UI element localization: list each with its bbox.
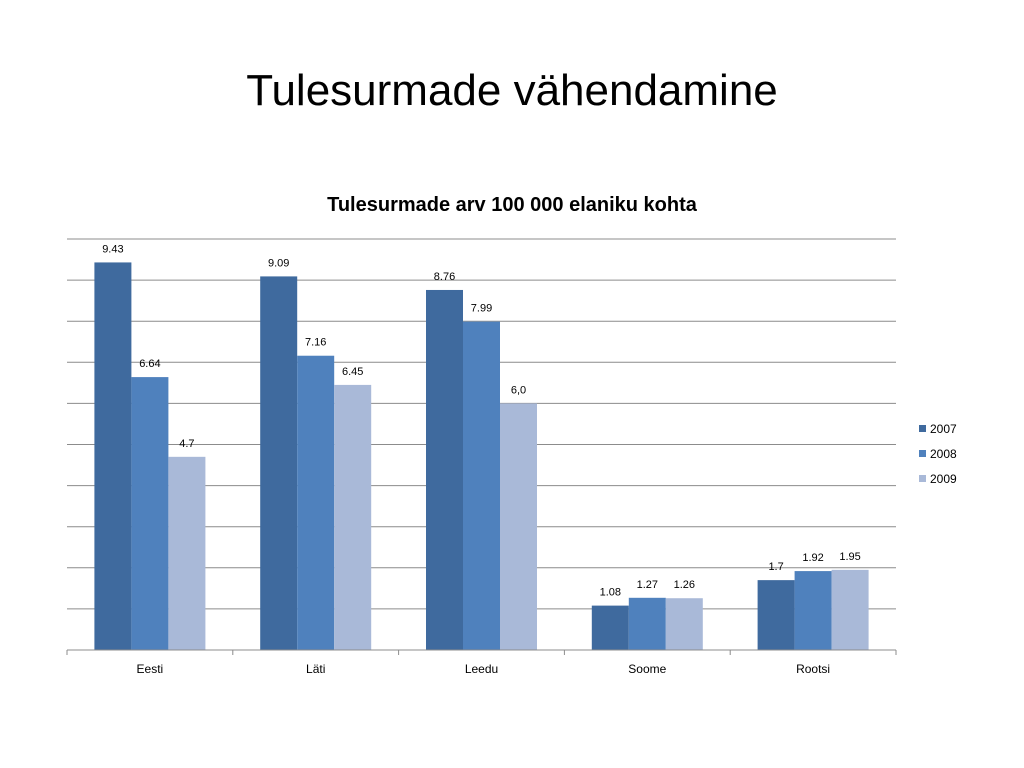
x-tick-label: Leedu <box>465 662 498 676</box>
legend-swatch-2007 <box>919 425 926 432</box>
bar-2008-soome <box>628 597 666 650</box>
data-label: 1.27 <box>637 579 658 591</box>
chart-title: Tulesurmade arv 100 000 elaniku kohta <box>327 194 697 216</box>
data-label: 1.26 <box>674 579 695 591</box>
bar-2007-soome <box>591 605 629 650</box>
x-tick-label: Soome <box>628 662 666 676</box>
data-label: 9.43 <box>102 243 123 255</box>
bar-2008-leedu <box>463 321 500 650</box>
data-label: 1.7 <box>768 561 783 573</box>
bars <box>94 262 869 650</box>
bar-2009-leedu <box>500 403 537 650</box>
bar-2008-eesti <box>131 377 169 650</box>
data-label: 6.45 <box>342 366 363 378</box>
data-label: 4.7 <box>179 438 194 450</box>
legend-swatch-2009 <box>919 475 926 482</box>
bar-2009-eesti <box>168 456 206 650</box>
x-axis: Eesti Läti Leedu Soome Rootsi <box>66 649 897 676</box>
slide-title: Tulesurmade vähendamine <box>246 66 778 115</box>
legend: 2007 2008 2009 <box>919 422 957 486</box>
bar-2007-leedu <box>426 289 463 650</box>
data-label: 7.16 <box>305 337 326 349</box>
legend-swatch-2008 <box>919 450 926 457</box>
legend-label-2007: 2007 <box>930 422 957 436</box>
data-label: 8.76 <box>434 271 455 283</box>
data-label: 1.92 <box>802 552 823 564</box>
data-label: 6.64 <box>139 358 160 370</box>
data-label: 1.08 <box>600 587 621 599</box>
bar-2007-rootsi <box>757 580 795 650</box>
legend-label-2008: 2008 <box>930 447 957 461</box>
bar-2008-rootsi <box>794 571 832 650</box>
data-label: 6,0 <box>511 384 526 396</box>
data-label: 9.09 <box>268 257 289 269</box>
legend-label-2009: 2009 <box>930 472 957 486</box>
bar-2009-rootsi <box>831 569 869 650</box>
bar-2009-läti <box>334 384 372 650</box>
bar-2007-eesti <box>94 262 132 650</box>
bar-2008-läti <box>297 355 335 650</box>
bar-2007-läti <box>260 276 298 650</box>
data-labels: 9.43 6.64 4.7 9.09 7.16 6.45 8.76 7.99 6,0 1.08 1.… <box>102 243 861 598</box>
x-tick-label: Läti <box>306 662 325 676</box>
data-label: 1.95 <box>839 551 860 563</box>
data-label: 7.99 <box>471 303 492 315</box>
x-tick-label: Rootsi <box>796 662 830 676</box>
bar-2009-soome <box>665 598 703 650</box>
x-tick-label: Eesti <box>137 662 164 676</box>
